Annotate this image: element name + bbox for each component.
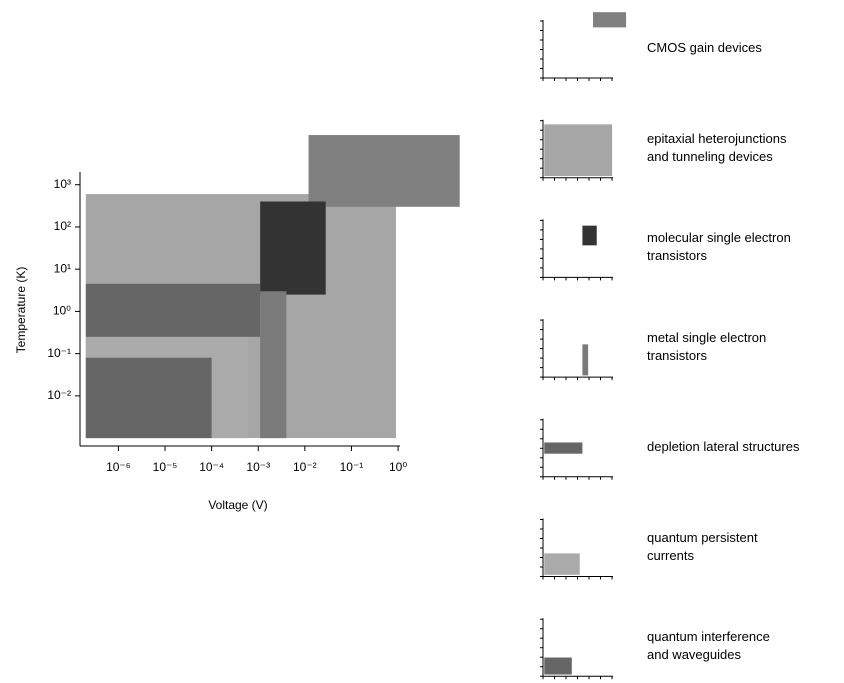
y-tick-label: 10¹	[54, 261, 71, 275]
legend-region	[544, 657, 572, 675]
x-tick-label: 10⁰	[389, 460, 407, 474]
y-tick-label: 10⁻¹	[47, 346, 71, 360]
range-region	[85, 357, 212, 439]
legend-region	[592, 12, 627, 28]
range-region	[85, 283, 261, 337]
x-tick-label: 10⁻¹	[340, 460, 364, 474]
legend-label: quantum interference and waveguides	[647, 629, 770, 663]
legend-label: quantum persistent currents	[647, 529, 758, 563]
legend-label: molecular single electron transistors	[647, 230, 791, 264]
legend-region	[582, 344, 589, 376]
y-axis-title: Temperature (K)	[14, 267, 28, 354]
range-region	[308, 135, 460, 207]
legend-region	[544, 442, 583, 454]
y-tick-label: 10⁻²	[47, 388, 71, 402]
x-tick-label: 10⁻³	[246, 460, 270, 474]
x-tick-label: 10⁻⁴	[199, 460, 224, 474]
range-region	[260, 201, 326, 295]
legend-label: metal single electron transistors	[647, 330, 767, 364]
x-tick-label: 10⁻⁶	[106, 460, 131, 474]
legend-label: depletion lateral structures	[647, 438, 800, 454]
x-tick-label: 10⁻²	[293, 460, 317, 474]
y-tick-label: 10²	[54, 219, 71, 233]
legend-label: CMOS gain devices	[647, 40, 762, 55]
range-region	[260, 291, 287, 439]
legend-label: epitaxial heterojunctions and tunneling …	[647, 130, 787, 164]
y-tick-label: 10⁰	[53, 304, 71, 318]
x-tick-label: 10⁻⁵	[153, 460, 178, 474]
y-tick-label: 10³	[54, 177, 71, 191]
legend-region	[582, 225, 597, 246]
legend-region	[544, 553, 580, 575]
legend-region	[544, 124, 613, 177]
x-axis-title: Voltage (V)	[208, 498, 267, 512]
